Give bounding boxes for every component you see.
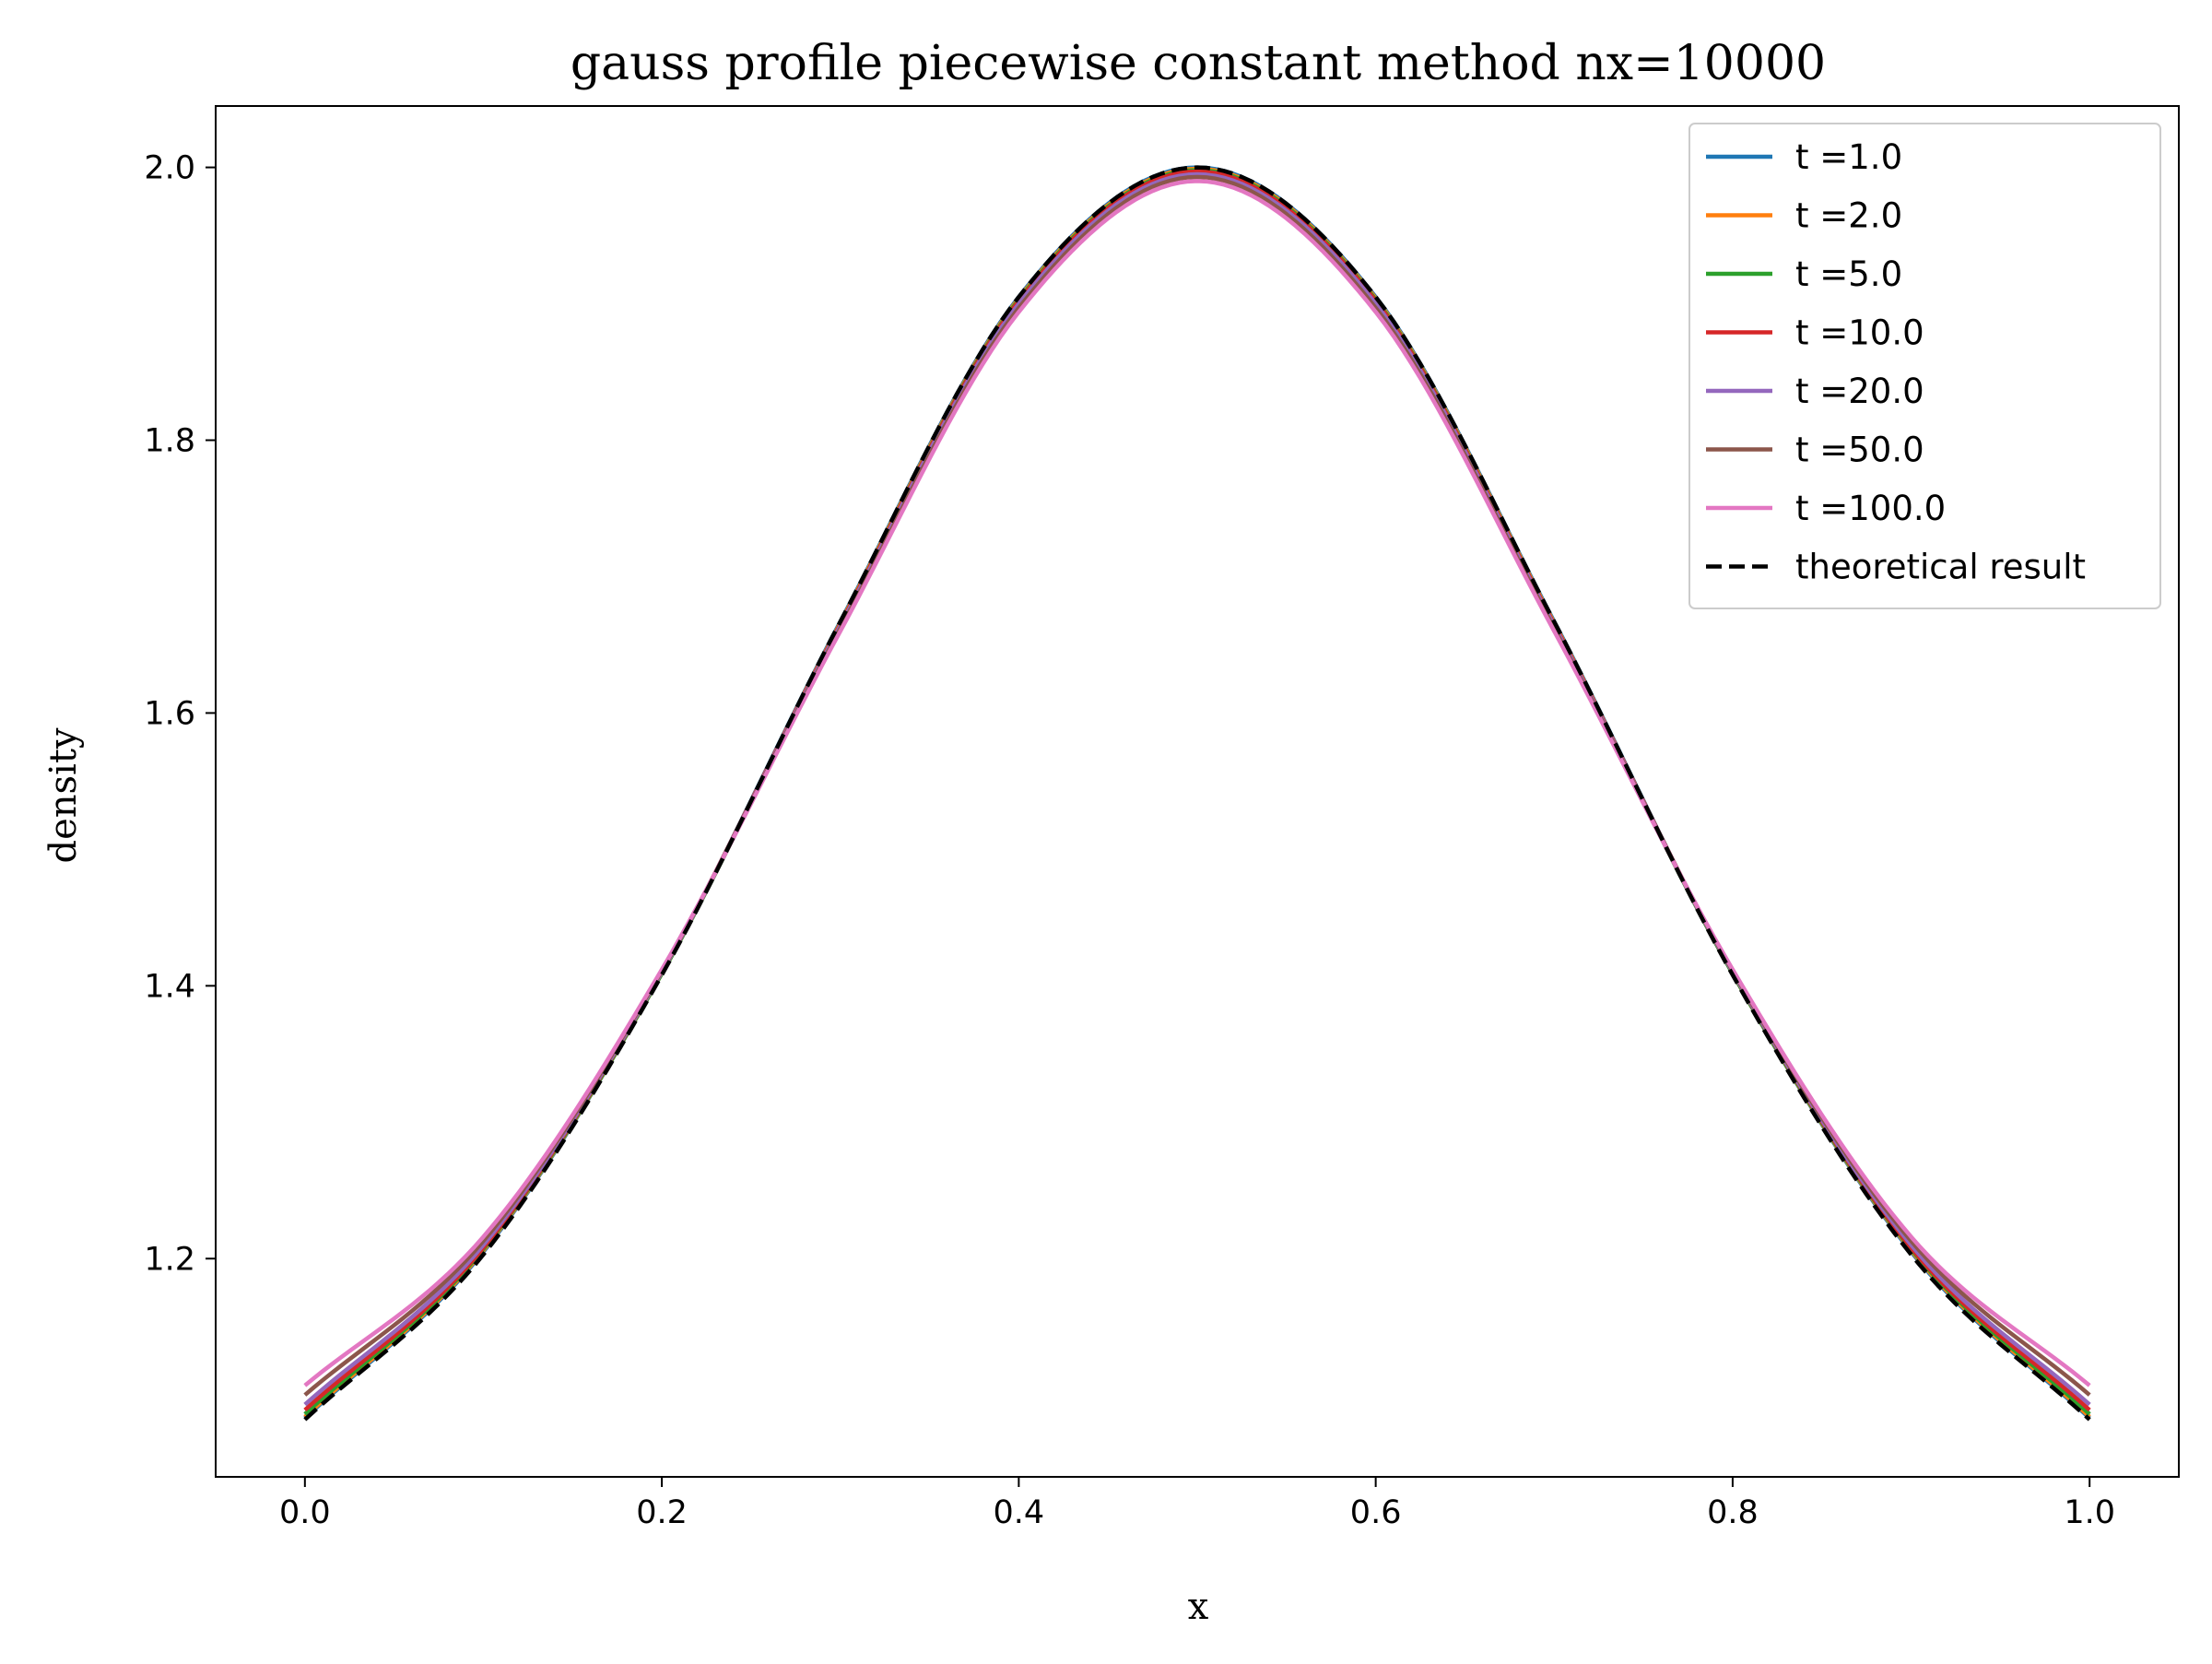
series-line-7 [303, 179, 2091, 1387]
plot-area: 0.0 0.2 0.4 0.6 0.8 1.0 1.2 1.4 1.6 1.8 2.0 [144, 105, 2180, 1531]
axes-frame [215, 105, 2180, 1478]
y-tick-label: 2.0 [144, 150, 195, 187]
legend-label: theoretical result [1795, 548, 2086, 587]
legend-label: t =20.0 [1795, 372, 1924, 411]
x-axis-label: x [1188, 1586, 1209, 1628]
y-tick-label: 1.6 [144, 695, 195, 732]
legend-label: t =2.0 [1795, 196, 1902, 236]
legend-box [1688, 123, 2161, 609]
chart-title: gauss profile piecewise constant method … [571, 36, 1826, 91]
legend: t =1.0 t =2.0 t =5.0 t =10.0 t =20.0 t =50.0 t… [1688, 123, 2161, 609]
x-tick-label: 0.0 [279, 1494, 331, 1531]
y-tick-label: 1.4 [144, 968, 195, 1005]
series-line-8 [303, 165, 2091, 1422]
x-tick-label: 0.2 [636, 1494, 688, 1531]
legend-label: t =100.0 [1795, 489, 1946, 528]
x-tick-label: 1.0 [2064, 1494, 2115, 1531]
legend-label: t =5.0 [1795, 254, 1902, 294]
legend-label: t =50.0 [1795, 431, 1924, 470]
x-tick-label: 0.8 [1707, 1494, 1759, 1531]
y-tick-label: 1.8 [144, 423, 195, 460]
x-tick-label: 0.6 [1350, 1494, 1402, 1531]
x-tick-label: 0.4 [994, 1494, 1045, 1531]
legend-label: t =10.0 [1795, 313, 1924, 353]
legend-label: t =1.0 [1795, 137, 1902, 177]
y-axis-label: density [42, 727, 85, 863]
y-tick-label: 1.2 [144, 1241, 195, 1278]
